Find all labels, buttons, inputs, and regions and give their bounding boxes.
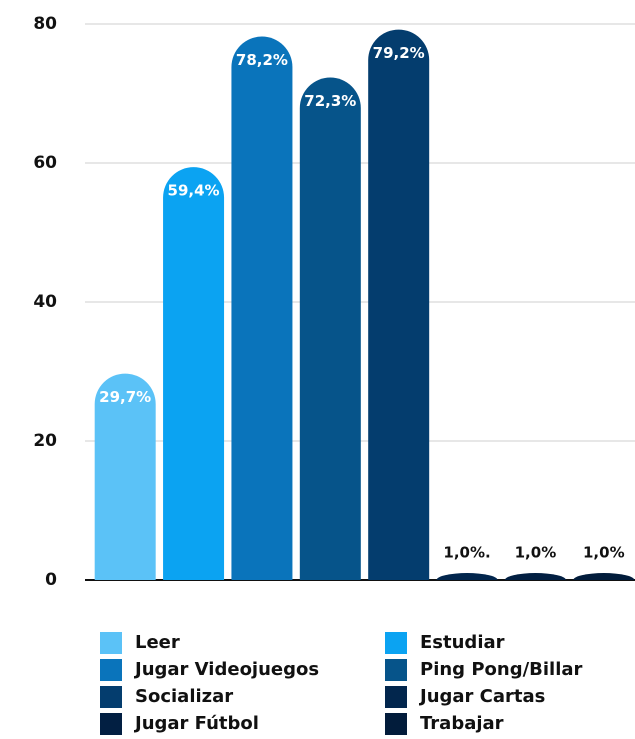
bar xyxy=(163,167,225,580)
data-label: 1,0% xyxy=(515,544,557,562)
legend-swatch xyxy=(385,686,407,708)
legend-label: Ping Pong/Billar xyxy=(420,659,583,680)
data-label: 79,2% xyxy=(373,44,425,62)
legend-label: Jugar Cartas xyxy=(418,686,545,707)
bar xyxy=(504,573,566,580)
legend-label: Trabajar xyxy=(420,713,504,734)
y-tick-label: 60 xyxy=(33,153,57,173)
data-label: 72,3% xyxy=(304,92,356,110)
legend-label: Jugar Videojuegos xyxy=(133,659,319,680)
bar xyxy=(231,36,293,580)
data-label: 29,7% xyxy=(99,388,151,406)
bar xyxy=(368,29,430,580)
bar xyxy=(94,373,156,580)
legend-label: Estudiar xyxy=(420,632,505,653)
y-tick-label: 40 xyxy=(33,292,57,312)
data-label: 1,0% xyxy=(583,544,625,562)
y-tick-label: 0 xyxy=(45,570,57,590)
legend-swatch xyxy=(100,632,122,654)
legend-label: Socializar xyxy=(135,686,233,707)
bar xyxy=(436,573,498,580)
bar xyxy=(299,77,361,580)
legend-label: Leer xyxy=(135,632,180,653)
bar xyxy=(573,573,635,580)
y-tick-label: 20 xyxy=(33,431,57,451)
data-label: 78,2% xyxy=(236,51,288,69)
legend-swatch xyxy=(385,659,407,681)
legend-swatch xyxy=(385,713,407,735)
y-tick-label: 80 xyxy=(33,14,57,34)
legend-swatch xyxy=(100,713,122,735)
data-label: 1,0%. xyxy=(443,544,490,562)
legend-swatch xyxy=(100,659,122,681)
data-label: 59,4% xyxy=(168,182,220,200)
legend-swatch xyxy=(385,632,407,654)
legend-label: Jugar Fútbol xyxy=(133,713,259,734)
legend-swatch xyxy=(100,686,122,708)
